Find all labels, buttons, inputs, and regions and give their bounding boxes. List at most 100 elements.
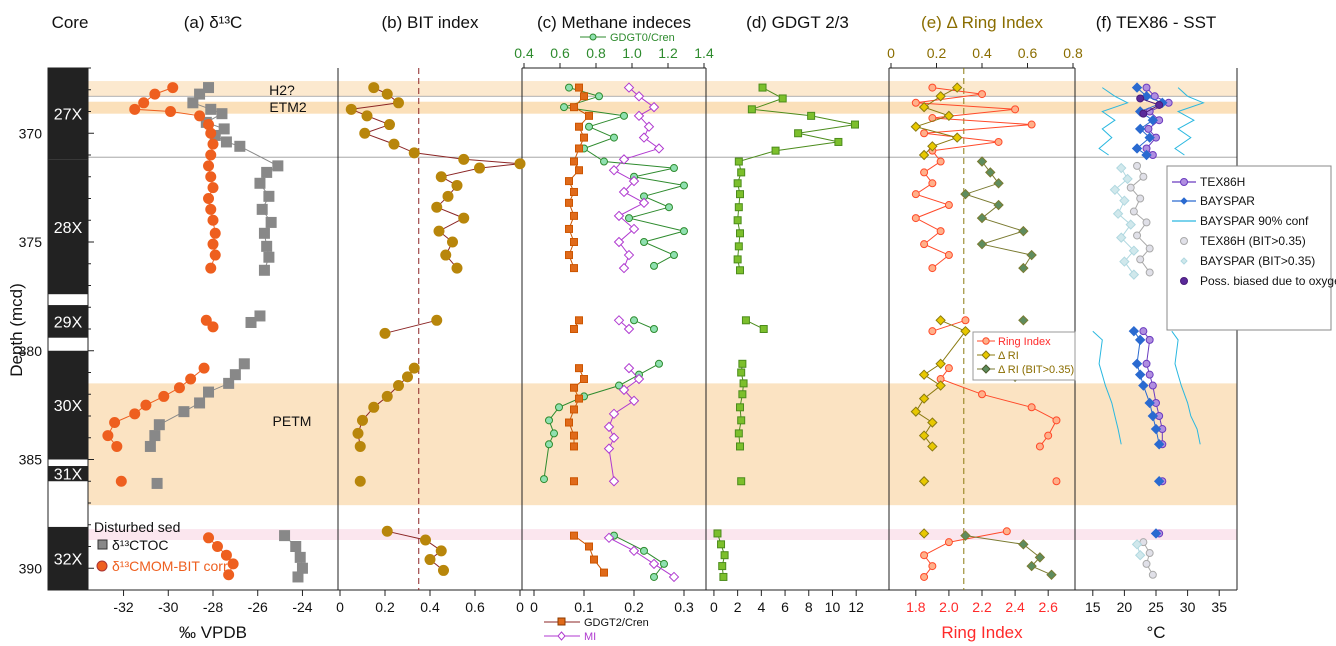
panel-c-series-0-point-20 [655, 359, 663, 368]
panel-d-series-0-line [717, 87, 856, 577]
panel-a-series-1-point-32 [203, 532, 215, 544]
panel-e-series-0-point-3 [1011, 105, 1020, 114]
panel-c-series-1-point-6 [575, 144, 583, 153]
panel-d-series-0-point-30 [717, 540, 726, 549]
panel-e-series-2-point-15 [1034, 552, 1046, 563]
panel-b: (b) BIT index 0 0.2 0.4 0.6 0 [336, 13, 526, 615]
panel-e-series-1-point-6 [927, 141, 938, 152]
core-column-title: Core [52, 13, 89, 32]
panel-c-series-0-point-12 [665, 203, 673, 212]
panel-e-toptick-label-0: 0 [887, 45, 895, 61]
panel-b-series-0-point-0 [368, 82, 380, 94]
panel-e-series-1-point-17 [927, 441, 938, 452]
core-column: 27X 28X 29X 30X 31X 32X 370 375 380 385 390 [19, 67, 94, 591]
panel-d-series-0-point-4 [850, 120, 859, 129]
panel-e-series-1-point-8 [935, 315, 946, 326]
panel-c-series-0-point-19 [650, 325, 658, 333]
panel-d-xtick-label-2: 4 [757, 599, 765, 615]
panel-f-series-1-point-0 [1131, 82, 1143, 93]
panel-c-series-1-point-23 [570, 405, 578, 414]
panel-e-xtick-label-4: 2.6 [1038, 599, 1058, 615]
core-block-27X [48, 68, 88, 160]
legend-f-biased-marker [1180, 277, 1188, 285]
legend-f-tex-label: TEX86H [1200, 175, 1245, 189]
panel-d-series-0-point-21 [737, 368, 746, 377]
panel-e-series-0-point-29 [1002, 527, 1011, 536]
panel-f-series-5-point-8 [1119, 256, 1130, 267]
panel-c-series-0-point-15 [640, 238, 648, 246]
panel-e-series-1-point-18 [918, 476, 930, 487]
panel-c-series-2-point-27 [608, 476, 620, 487]
legend-f-tex-marker [1180, 178, 1188, 186]
panel-f-series-4-point-8 [1136, 255, 1145, 264]
panel-b-series-0-point-36 [438, 564, 449, 576]
panel-c-series-1-point-10 [570, 187, 578, 196]
panel-c-series-2-point-9 [628, 175, 640, 187]
panel-f-series-6 [1136, 94, 1164, 118]
panel-f-series-0-point-0 [1142, 83, 1151, 92]
legend-f-biased-label: Poss. biased due to oxygenation change [1200, 274, 1336, 288]
panel-e-xtick-label-3: 2.4 [1005, 599, 1025, 615]
panel-c-series-0-point-28 [540, 475, 548, 484]
panel-a-series-1-point-29 [102, 430, 114, 442]
panel-b-xtick-label-3: 0.6 [465, 599, 485, 615]
panel-d-series-0-point-11 [736, 190, 745, 199]
legend-e-dri-bit-marker [981, 364, 991, 374]
panel-d-series-0-point-0 [758, 83, 767, 92]
panel-a-series-1-point-16 [209, 227, 221, 239]
panel-c-series-1-point-11 [565, 198, 573, 207]
legend-e-ri-label: Ring Index [998, 336, 1051, 348]
legend-f-bayspar-label: BAYSPAR [1200, 194, 1255, 208]
legend-panel-a: Disturbed sed δ¹³CTOC δ¹³CMOM-BIT corr [94, 519, 228, 574]
panel-c-series-0-point-18 [630, 316, 638, 325]
panel-a: (a) δ¹³C -32 -30 -28 -26 -24 ‰ VPDB [88, 13, 339, 642]
panel-c-series-2-point-17 [613, 315, 625, 326]
panel-a-series-0-point-29 [149, 430, 161, 442]
panel-d-series-0-point-9 [737, 168, 746, 177]
panel-c-series-0-point-5 [610, 133, 618, 142]
panel-e-series-0-point-18 [928, 264, 937, 273]
panel-c-toptick-label-1: 0.6 [550, 45, 570, 61]
panel-c-series-1-point-2 [570, 103, 578, 112]
panel-f-series-4-point-4 [1129, 207, 1138, 216]
legend-a-toc-marker [97, 539, 108, 550]
panel-c-series-2-point-11 [638, 197, 650, 209]
panel-d-series-0-point-2 [747, 105, 756, 114]
panel-e-series-2-point-17 [1046, 569, 1057, 580]
panel-c-series-0-point-31 [660, 559, 668, 568]
panel-d-xtick-label-3: 6 [781, 599, 789, 615]
panel-a-series-0-point-8 [220, 136, 232, 148]
panel-a-series-1-point-14 [205, 203, 217, 215]
panel-f-series-1-point-7 [1131, 143, 1143, 154]
panel-e-series-0-point-13 [944, 201, 953, 210]
panel-b-series-0-point-27 [368, 401, 380, 413]
panel-e-series-1-point-11 [918, 369, 930, 380]
panel-d-series-0-point-18 [741, 316, 750, 325]
panel-f-series-1-point-16 [1150, 423, 1162, 435]
panel-e-series-0-point-24 [1027, 403, 1036, 412]
panel-c-toptick-label-0: 0.4 [514, 45, 534, 61]
panel-b-series-0-point-2 [393, 97, 404, 109]
panel-e-series-1-point-4 [910, 121, 922, 132]
panel-b-xtick-label-2: 0.4 [420, 599, 440, 615]
panel-b-series-0-point-32 [381, 525, 393, 537]
panel-c-series-2-point-12 [613, 210, 625, 222]
core-block-30X [48, 350, 88, 460]
panel-b-series-0-point-11 [474, 162, 485, 174]
panel-e-series-0-point-15 [936, 227, 945, 236]
panel-f-xtick-label-2: 25 [1148, 599, 1164, 615]
panel-e-series-0-point-2 [911, 98, 920, 107]
panel-d-series-0-point-32 [718, 562, 727, 571]
panel-b-series-0-point-14 [442, 190, 454, 202]
panel-a-series-0-point-36 [292, 571, 304, 583]
panel-a-series-0-point-18 [263, 251, 275, 263]
panel-a-series-1-point-17 [207, 238, 219, 250]
panel-c-top-axis-label: GDGT0/Cren [610, 32, 675, 44]
panel-c-series-0-point-8 [670, 164, 678, 173]
panel-d-series-0-point-1 [778, 94, 787, 103]
panel-a-series-1-point-4 [165, 106, 177, 117]
panel-a-series-0-point-24 [223, 377, 235, 389]
panel-a-xtick-label-2: -28 [203, 599, 223, 615]
panel-b-xtick-label-1: 0.2 [375, 599, 395, 615]
panel-a-series-1-point-13 [203, 193, 215, 204]
